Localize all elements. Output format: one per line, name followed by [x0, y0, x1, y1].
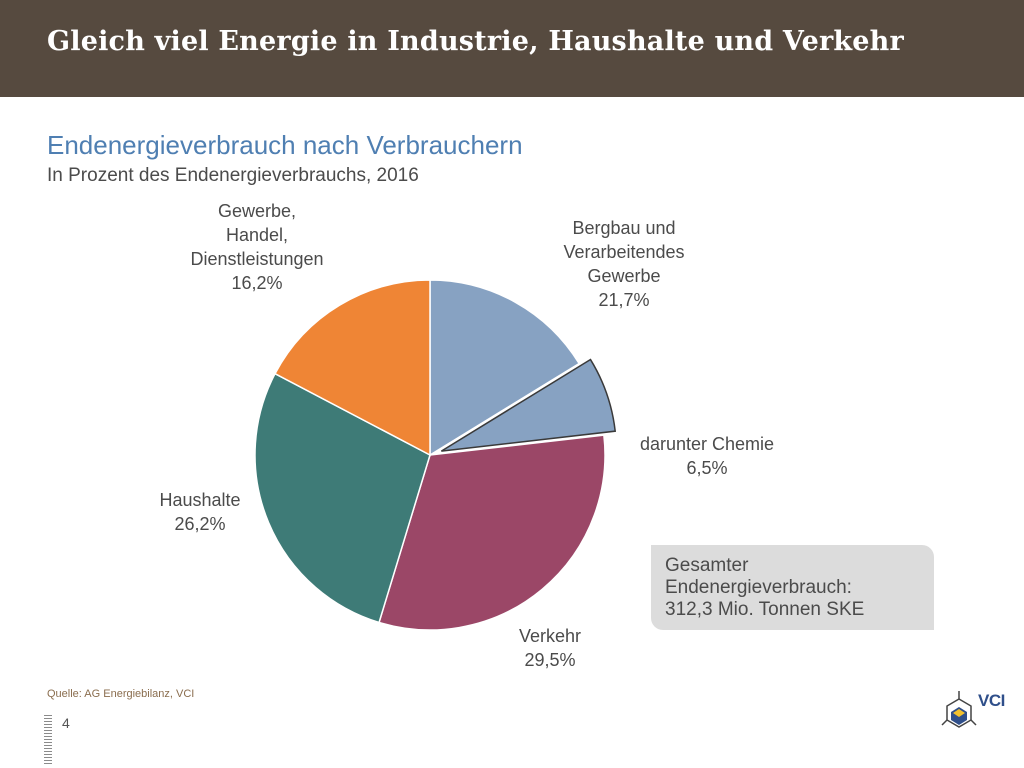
total-consumption-text: Gesamter Endenergieverbrauch: 312,3 Mio.…	[665, 555, 865, 620]
slice-chemie	[441, 359, 616, 452]
slice-gewerbe	[274, 279, 431, 457]
vci-logo-icon	[941, 691, 977, 728]
vci-logo-text: VCI	[978, 691, 1005, 710]
vci-logo: VCI	[941, 689, 1011, 735]
source-note: Quelle: AG Energiebilanz, VCI	[47, 688, 195, 700]
label-bergbau: Bergbau und Verarbeitendes Gewerbe 21,7%	[563, 218, 685, 310]
ruler-decoration	[44, 715, 52, 765]
page-number: 4	[62, 715, 70, 731]
label-chemie: darunter Chemie 6,5%	[639, 434, 775, 478]
slice-bergbau	[429, 279, 581, 457]
slice-haushalte	[254, 372, 431, 624]
label-verkehr: Verkehr 29,5%	[518, 626, 582, 670]
label-haushalte: Haushalte 26,2%	[159, 490, 241, 534]
chart-subtitle: In Prozent des Endenergieverbrauchs, 201…	[47, 165, 419, 186]
title-bar: Gleich viel Energie in Industrie, Hausha…	[0, 0, 1024, 97]
label-gewerbe: Gewerbe, Handel, Dienstleistungen 16,2%	[190, 201, 324, 293]
chart-title: Endenergieverbrauch nach Verbrauchern	[47, 130, 523, 160]
total-consumption-box: Gesamter Endenergieverbrauch: 312,3 Mio.…	[651, 545, 934, 630]
slice-verkehr	[378, 434, 606, 631]
slide-title: Gleich viel Energie in Industrie, Hausha…	[47, 26, 904, 57]
slice-chemie-outline	[440, 358, 617, 452]
